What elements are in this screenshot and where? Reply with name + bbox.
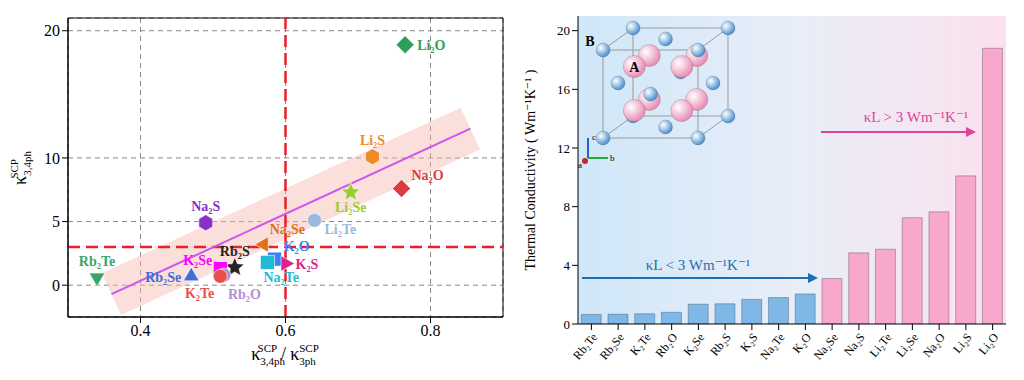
- svg-text:κL > 3 Wm⁻¹K⁻¹: κL > 3 Wm⁻¹K⁻¹: [864, 109, 969, 125]
- svg-text:K₂O: K₂O: [790, 330, 815, 356]
- svg-text:Rb₂Se: Rb₂Se: [145, 270, 181, 285]
- svg-text:Na₂S: Na₂S: [841, 330, 868, 358]
- svg-text:Li₂S: Li₂S: [950, 330, 975, 355]
- svg-text:K₂S: K₂S: [737, 330, 760, 354]
- svg-text:20: 20: [44, 22, 60, 39]
- svg-text:κ3,4phSCP/κ3phSCP: κ3,4phSCP/κ3phSCP: [251, 342, 319, 367]
- svg-text:a: a: [578, 160, 582, 170]
- svg-text:b: b: [610, 153, 615, 163]
- svg-text:Rb₂S: Rb₂S: [220, 244, 250, 259]
- svg-text:0.6: 0.6: [276, 322, 296, 339]
- svg-text:8: 8: [564, 199, 571, 214]
- svg-text:Li₂Se: Li₂Se: [335, 200, 366, 215]
- svg-text:0.4: 0.4: [131, 322, 151, 339]
- svg-text:10: 10: [44, 150, 60, 167]
- svg-text:0.8: 0.8: [421, 322, 441, 339]
- svg-text:4: 4: [564, 258, 571, 273]
- svg-text:c: c: [592, 132, 596, 142]
- svg-text:K₂Se: K₂Se: [680, 330, 707, 358]
- svg-text:20: 20: [557, 23, 570, 38]
- svg-text:B: B: [585, 34, 594, 49]
- svg-text:Na₂O: Na₂O: [920, 330, 948, 360]
- svg-text:K₂Te: K₂Te: [627, 330, 654, 358]
- svg-text:K₂Se: K₂Se: [183, 253, 212, 268]
- svg-text:κ3,4phSCP: κ3,4phSCP: [8, 151, 33, 185]
- svg-text:K₂S: K₂S: [296, 257, 319, 272]
- svg-text:Na₂Te: Na₂Te: [757, 330, 787, 362]
- svg-text:Li₂S: Li₂S: [360, 133, 385, 148]
- svg-text:K₂Te: K₂Te: [185, 286, 214, 301]
- svg-text:Na₂Se: Na₂Se: [270, 222, 305, 237]
- svg-text:0: 0: [564, 317, 571, 332]
- svg-text:Rb₂O: Rb₂O: [652, 330, 680, 360]
- svg-text:Na₂S: Na₂S: [191, 199, 220, 214]
- svg-text:Rb₂Se: Rb₂Se: [597, 330, 627, 362]
- svg-text:0: 0: [52, 277, 60, 294]
- svg-text:16: 16: [557, 82, 571, 97]
- svg-text:Li₂Te: Li₂Te: [325, 222, 357, 237]
- svg-text:Thermal Conductivity ( Wm⁻¹K⁻¹: Thermal Conductivity ( Wm⁻¹K⁻¹ ): [523, 69, 539, 270]
- svg-text:Li₂Te: Li₂Te: [867, 330, 895, 359]
- svg-text:K₂O: K₂O: [284, 239, 310, 254]
- svg-text:Na₂O: Na₂O: [412, 168, 444, 183]
- svg-text:Rb₂Te: Rb₂Te: [79, 254, 115, 269]
- svg-text:5: 5: [52, 213, 60, 230]
- svg-text:Na₂Se: Na₂Se: [811, 330, 841, 362]
- svg-text:Na₂Te: Na₂Te: [263, 270, 299, 285]
- svg-text:Li₂Se: Li₂Se: [893, 330, 921, 360]
- svg-text:κL < 3 Wm⁻¹K⁻¹: κL < 3 Wm⁻¹K⁻¹: [646, 257, 751, 273]
- svg-text:Li₂O: Li₂O: [976, 330, 1002, 357]
- svg-text:Rb₂O: Rb₂O: [228, 287, 261, 302]
- svg-text:Rb₂S: Rb₂S: [707, 330, 734, 358]
- svg-text:A: A: [629, 60, 640, 75]
- svg-text:Li₂O: Li₂O: [417, 38, 445, 53]
- svg-text:Rb₂Te: Rb₂Te: [570, 330, 600, 362]
- svg-text:12: 12: [557, 141, 570, 156]
